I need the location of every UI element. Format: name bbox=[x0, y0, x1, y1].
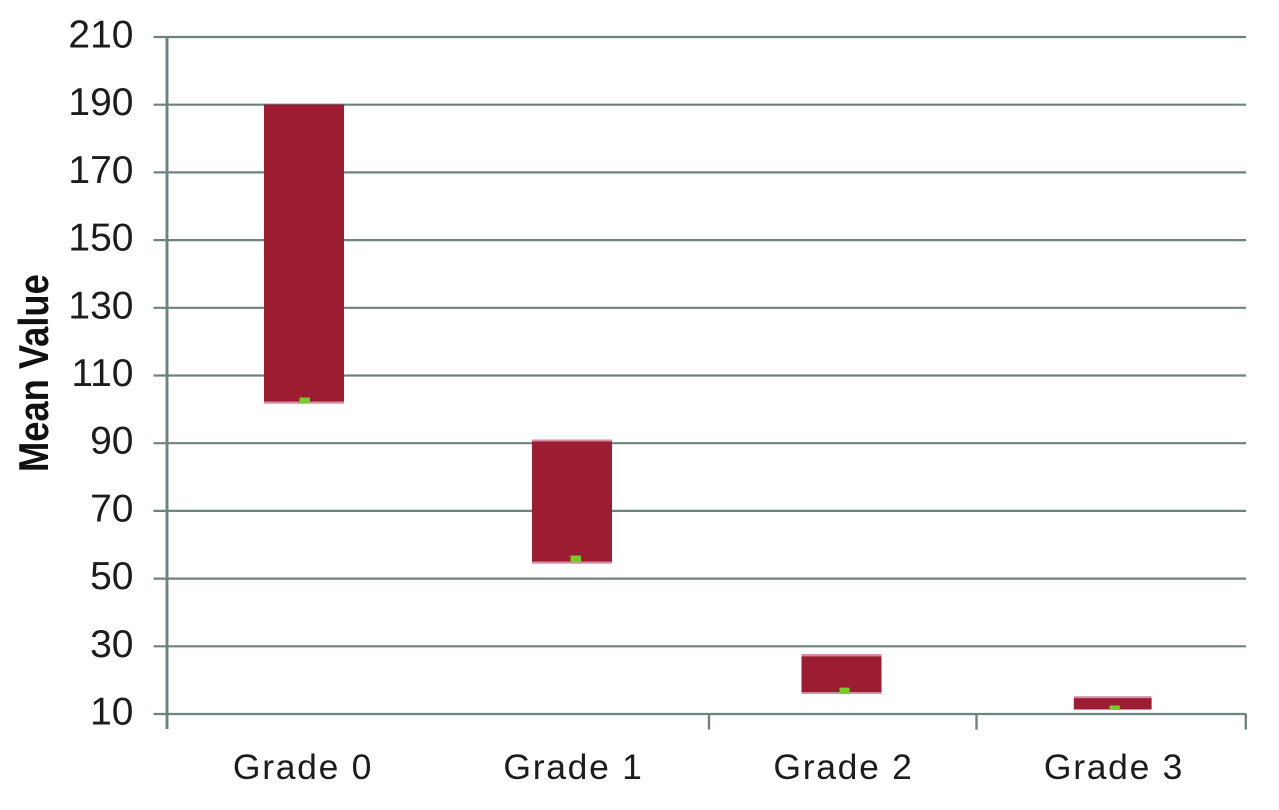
svg-text:Grade 1: Grade 1 bbox=[503, 747, 643, 787]
svg-text:10: 10 bbox=[90, 691, 133, 734]
svg-text:Grade 0: Grade 0 bbox=[233, 747, 373, 787]
svg-text:70: 70 bbox=[90, 487, 133, 530]
svg-text:210: 210 bbox=[68, 14, 133, 57]
svg-text:30: 30 bbox=[90, 623, 133, 666]
svg-text:170: 170 bbox=[68, 149, 133, 192]
svg-text:130: 130 bbox=[68, 284, 133, 327]
svg-text:190: 190 bbox=[68, 81, 133, 124]
svg-text:150: 150 bbox=[68, 217, 133, 260]
svg-text:110: 110 bbox=[71, 352, 133, 395]
svg-text:Mean Value: Mean Value bbox=[10, 274, 57, 472]
svg-text:50: 50 bbox=[90, 555, 133, 598]
svg-text:Grade 3: Grade 3 bbox=[1044, 747, 1184, 787]
svg-text:90: 90 bbox=[90, 420, 133, 463]
svg-text:Grade 2: Grade 2 bbox=[773, 747, 913, 787]
